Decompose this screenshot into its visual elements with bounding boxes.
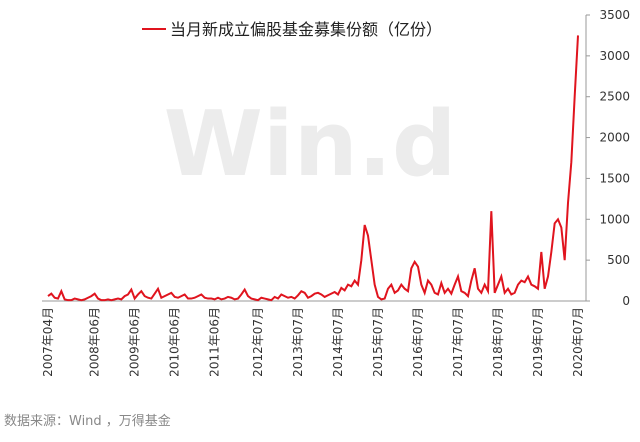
y-tick-label: 2000 [599,131,630,145]
x-tick-label: 2019年07月 [531,307,545,377]
x-tick-label: 2017年07月 [451,307,465,377]
x-tick-label: 2016年07月 [411,307,425,377]
x-tick-label: 2008年06月 [88,307,102,377]
y-tick-label: 3500 [599,8,630,22]
y-tick-label: 500 [607,253,630,267]
x-tick-label: 2012年07月 [251,307,265,377]
x-tick-label: 2020年07月 [571,307,585,377]
watermark: Win.d [164,92,457,197]
y-tick-label: 1000 [599,212,630,226]
x-tick-label: 2010年06月 [168,307,182,377]
legend-label: 当月新成立偏股基金募集份额（亿份） [170,20,442,39]
x-tick-label: 2011年06月 [208,307,222,377]
x-tick-label: 2007年04月 [41,307,55,377]
series-line [47,35,579,302]
x-tick-label: 2009年06月 [128,307,142,377]
x-tick-label: 2018年07月 [491,307,505,377]
x-tick-label: 2014年07月 [331,307,345,377]
y-tick-label: 2500 [599,90,630,104]
y-tick-label: 1500 [599,171,630,185]
x-tick-label: 2013年07月 [291,307,305,377]
y-tick-label: 3000 [599,49,630,63]
source-note: 数据来源：Wind ，万得基金 [4,413,171,429]
x-tick-label: 2015年07月 [371,307,385,377]
y-tick-label: 0 [622,294,630,308]
